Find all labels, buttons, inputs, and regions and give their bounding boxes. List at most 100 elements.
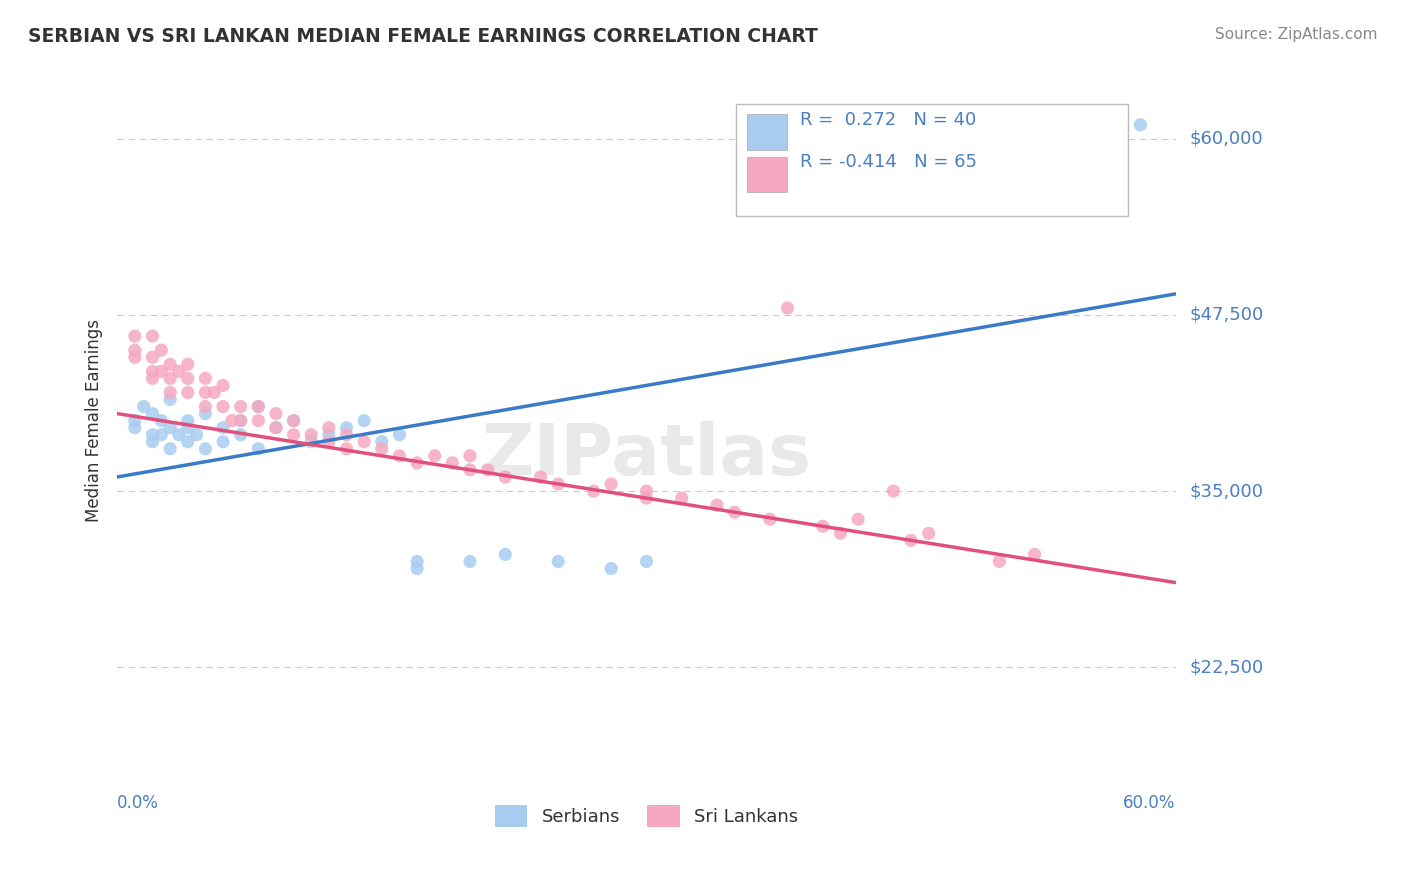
Text: R = -0.414   N = 65: R = -0.414 N = 65 [800, 153, 977, 171]
Point [811, 519, 834, 533]
Point [212, 378, 235, 392]
Point [212, 420, 235, 434]
Point [177, 414, 200, 428]
Point [124, 329, 146, 343]
Point [671, 491, 693, 505]
Point [776, 301, 799, 315]
Point [212, 434, 235, 449]
Text: 0.0%: 0.0% [117, 794, 159, 812]
Point [177, 420, 200, 434]
Point [124, 343, 146, 358]
Point [918, 526, 941, 541]
Point [388, 427, 411, 442]
Point [150, 343, 173, 358]
Text: Source: ZipAtlas.com: Source: ZipAtlas.com [1215, 27, 1378, 42]
Point [141, 427, 163, 442]
Point [636, 484, 658, 499]
Point [441, 456, 464, 470]
Bar [747, 157, 787, 192]
Point [186, 427, 208, 442]
Point [458, 449, 481, 463]
Point [477, 463, 499, 477]
Point [406, 554, 429, 568]
Point [150, 414, 173, 428]
Text: ZIPatlas: ZIPatlas [481, 421, 811, 491]
Point [194, 442, 217, 456]
Point [547, 477, 569, 491]
Point [318, 420, 340, 434]
Point [167, 427, 190, 442]
Point [529, 470, 551, 484]
Point [124, 414, 146, 428]
Point [159, 420, 181, 434]
Point [318, 427, 340, 442]
Point [318, 434, 340, 449]
Point [759, 512, 782, 526]
Point [159, 442, 181, 456]
Point [636, 491, 658, 505]
Point [830, 526, 852, 541]
Point [494, 548, 516, 562]
Point [229, 400, 252, 414]
Point [636, 554, 658, 568]
Point [167, 364, 190, 378]
Point [247, 414, 270, 428]
Point [458, 463, 481, 477]
Point [371, 434, 394, 449]
Point [150, 427, 173, 442]
Point [141, 329, 163, 343]
Point [177, 371, 200, 385]
Point [247, 400, 270, 414]
Point [299, 434, 322, 449]
FancyBboxPatch shape [737, 103, 1128, 217]
Legend: Serbians, Sri Lankans: Serbians, Sri Lankans [488, 797, 806, 834]
Point [494, 470, 516, 484]
Text: $47,500: $47,500 [1189, 306, 1264, 324]
Point [600, 561, 623, 575]
Point [582, 484, 605, 499]
Point [600, 477, 623, 491]
Point [141, 364, 163, 378]
Point [141, 407, 163, 421]
Text: R =  0.272   N = 40: R = 0.272 N = 40 [800, 111, 976, 129]
Point [335, 427, 357, 442]
Point [194, 407, 217, 421]
Point [1129, 118, 1152, 132]
Point [283, 414, 305, 428]
Point [202, 385, 225, 400]
Point [132, 400, 155, 414]
Point [229, 427, 252, 442]
Point [283, 414, 305, 428]
Point [547, 554, 569, 568]
Point [335, 420, 357, 434]
Bar [747, 114, 787, 150]
Text: 60.0%: 60.0% [1123, 794, 1175, 812]
Point [371, 442, 394, 456]
Point [141, 351, 163, 365]
Point [423, 449, 446, 463]
Point [159, 357, 181, 371]
Text: $60,000: $60,000 [1189, 130, 1264, 148]
Point [177, 385, 200, 400]
Y-axis label: Median Female Earnings: Median Female Earnings [86, 319, 103, 522]
Point [159, 392, 181, 407]
Point [124, 351, 146, 365]
Point [247, 442, 270, 456]
Point [299, 427, 322, 442]
Text: $22,500: $22,500 [1189, 658, 1264, 676]
Point [247, 400, 270, 414]
Point [150, 364, 173, 378]
Point [353, 414, 375, 428]
Point [177, 357, 200, 371]
Point [706, 498, 728, 512]
Point [141, 434, 163, 449]
Text: $35,000: $35,000 [1189, 482, 1264, 500]
Point [177, 434, 200, 449]
Point [988, 554, 1011, 568]
Point [141, 371, 163, 385]
Point [124, 420, 146, 434]
Point [229, 414, 252, 428]
Point [194, 371, 217, 385]
Point [212, 400, 235, 414]
Point [194, 400, 217, 414]
